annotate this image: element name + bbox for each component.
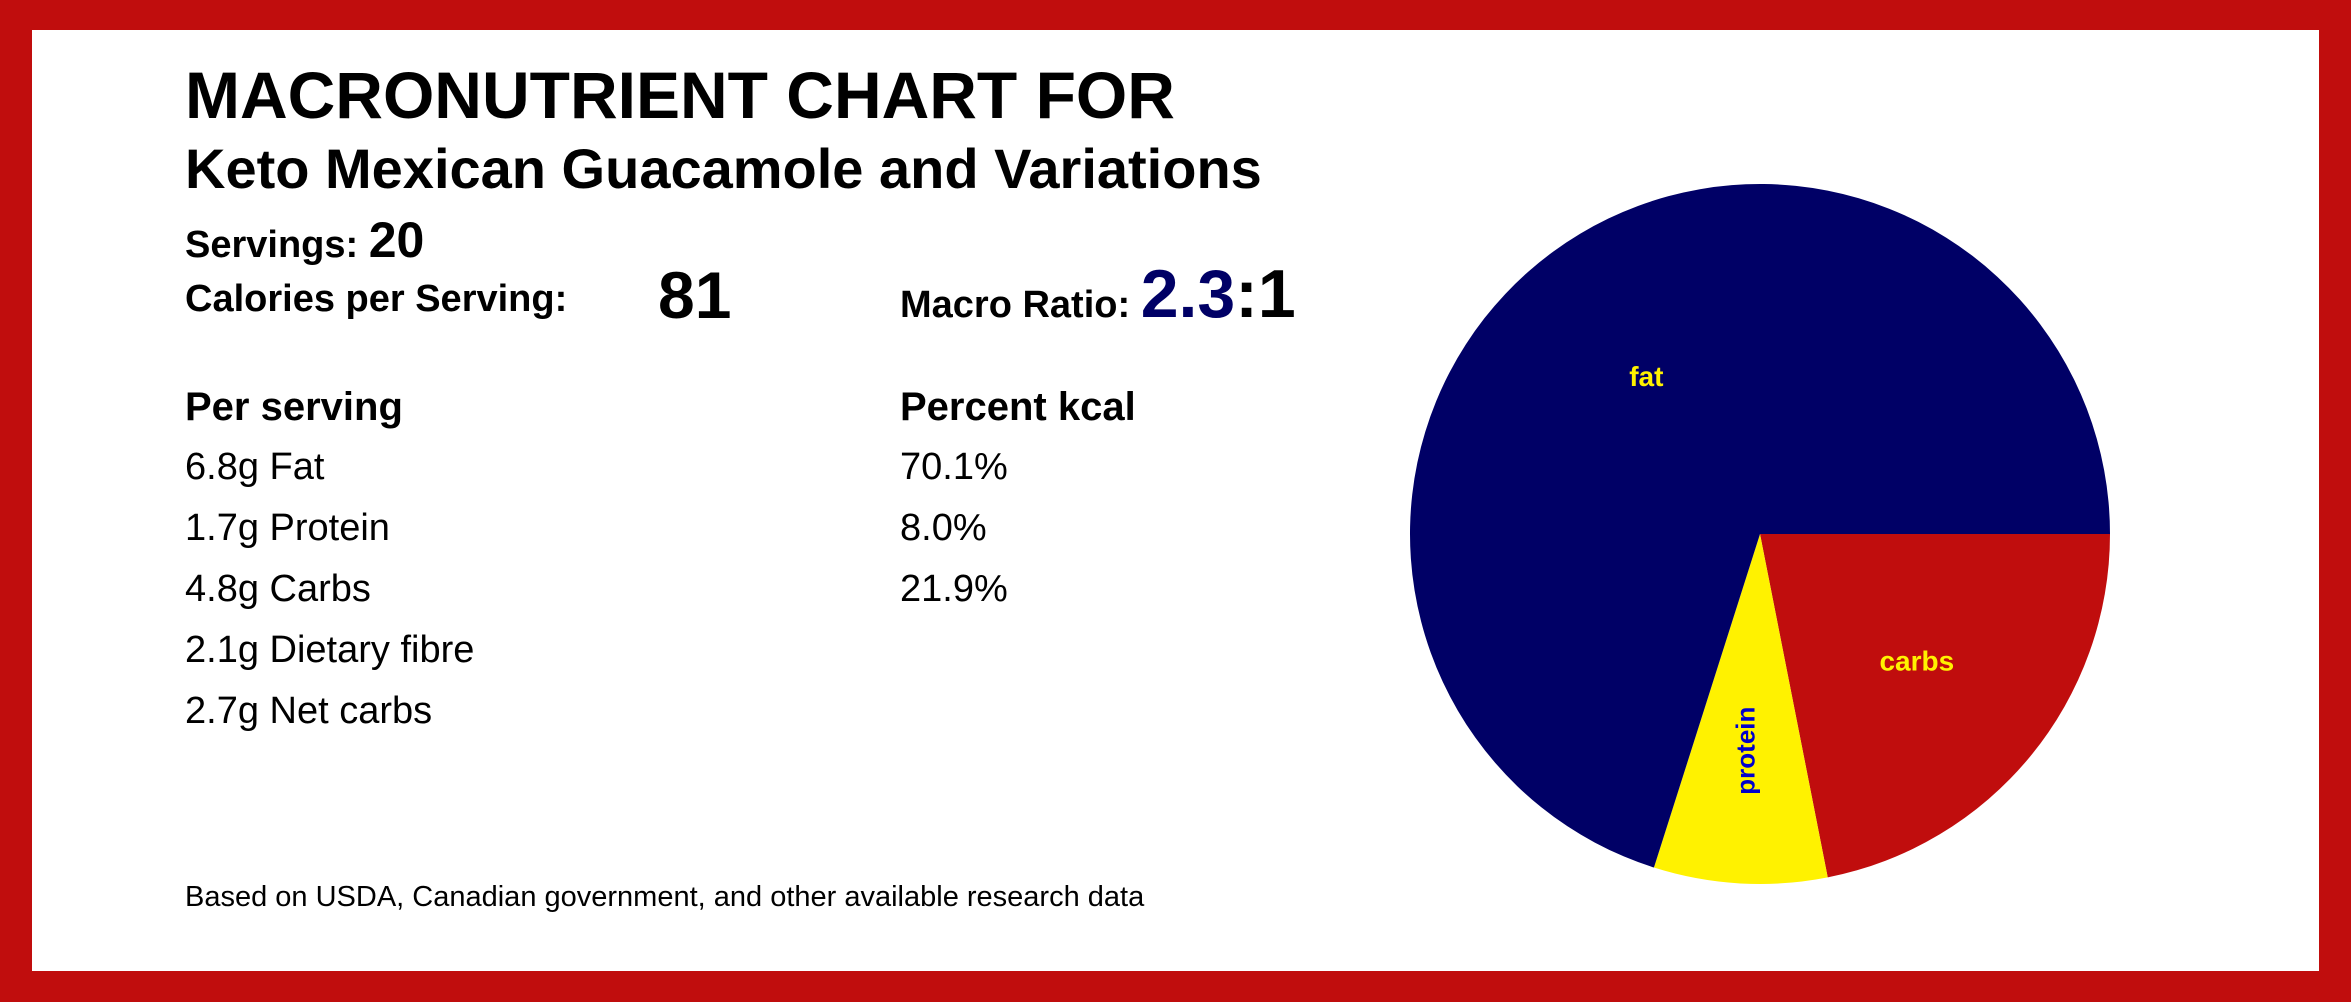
servings-label: Servings: [185, 224, 359, 266]
servings-line: Servings: 20 [185, 215, 424, 265]
pie-label-fat: fat [1629, 361, 1663, 392]
macro-ratio-label: Macro Ratio: [900, 284, 1131, 326]
per-serving-carbs: 4.8g Carbs [185, 568, 371, 610]
macro-ratio-numerator: 2.3 [1140, 256, 1236, 332]
per-serving-fat: 6.8g Fat [185, 446, 325, 488]
pie-slice-fat [1410, 183, 2110, 868]
chart-title: MACRONUTRIENT CHART FOR [185, 58, 1175, 132]
percent-carbs: 21.9% [900, 568, 1008, 610]
per-serving-protein: 1.7g Protein [185, 507, 390, 549]
per-serving-net-carbs: 2.7g Net carbs [185, 690, 433, 732]
macro-ratio-denominator: :1 [1235, 256, 1296, 332]
calories-value: 81 [658, 258, 732, 332]
percent-fat: 70.1% [900, 446, 1008, 488]
recipe-name: Keto Mexican Guacamole and Variations [185, 137, 1262, 200]
macro-ratio: Macro Ratio: 2.3:1 [900, 260, 1296, 328]
chart-card: MACRONUTRIENT CHART FOR Keto Mexican Gua… [32, 30, 2319, 971]
pie-slice-carbs [1760, 534, 2110, 878]
servings-value: 20 [368, 212, 425, 268]
macro-pie-chart: carbs protein fat [1410, 183, 2110, 884]
pie-label-carbs: carbs [1879, 645, 1954, 676]
percent-kcal-header: Percent kcal [900, 385, 1136, 429]
per-serving-header: Per serving [185, 385, 403, 429]
pie-label-protein: protein [1731, 707, 1761, 795]
source-footnote: Based on USDA, Canadian government, and … [185, 881, 1145, 913]
per-serving-fibre: 2.1g Dietary fibre [185, 629, 475, 671]
pie-slice-protein [1653, 534, 1828, 884]
percent-protein: 8.0% [900, 507, 987, 549]
calories-label: Calories per Serving: [185, 278, 568, 320]
